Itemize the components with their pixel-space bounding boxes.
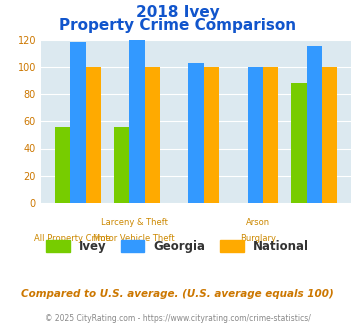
- Bar: [322, 67, 337, 203]
- Bar: [55, 127, 70, 203]
- Bar: [86, 67, 101, 203]
- Bar: [114, 127, 129, 203]
- Text: Property Crime Comparison: Property Crime Comparison: [59, 18, 296, 33]
- Bar: [204, 67, 219, 203]
- Legend: Ivey, Georgia, National: Ivey, Georgia, National: [41, 236, 314, 258]
- Bar: [129, 40, 145, 203]
- Bar: [145, 67, 160, 203]
- Text: Motor Vehicle Theft: Motor Vehicle Theft: [93, 234, 175, 243]
- Text: Burglary: Burglary: [240, 234, 276, 243]
- Bar: [70, 42, 86, 203]
- Bar: [291, 83, 307, 203]
- Text: Compared to U.S. average. (U.S. average equals 100): Compared to U.S. average. (U.S. average …: [21, 289, 334, 299]
- Text: © 2025 CityRating.com - https://www.cityrating.com/crime-statistics/: © 2025 CityRating.com - https://www.city…: [45, 314, 310, 323]
- Bar: [189, 63, 204, 203]
- Text: All Property Crime: All Property Crime: [33, 234, 110, 243]
- Text: Arson: Arson: [246, 218, 270, 227]
- Bar: [247, 67, 263, 203]
- Text: 2018 Ivey: 2018 Ivey: [136, 5, 219, 20]
- Bar: [307, 47, 322, 203]
- Text: Larceny & Theft: Larceny & Theft: [100, 218, 168, 227]
- Bar: [263, 67, 278, 203]
